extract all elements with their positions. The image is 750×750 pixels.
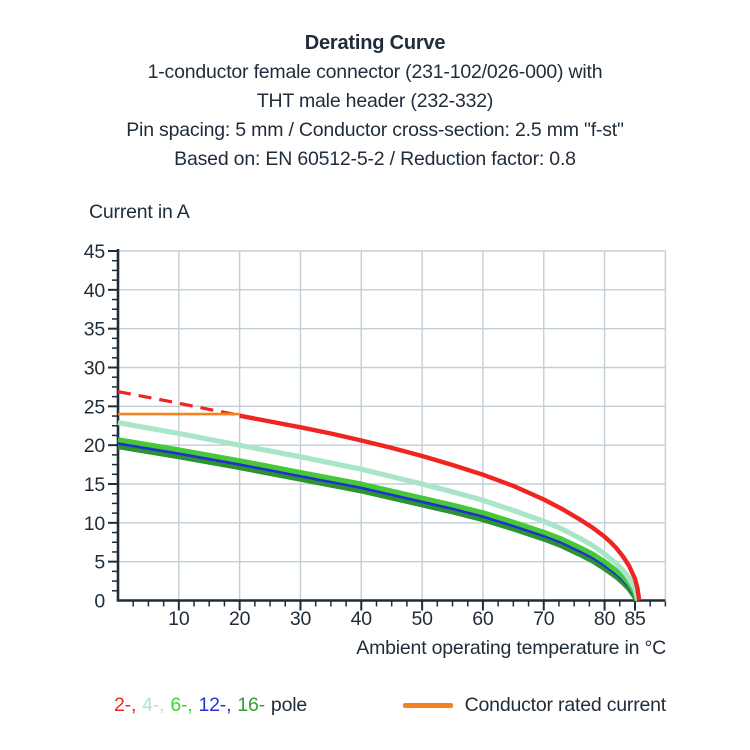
x-tick-label: 85: [624, 608, 646, 630]
y-tick-label: 0: [94, 591, 105, 613]
x-tick-label: 80: [594, 608, 616, 630]
rated-current-line-swatch: [402, 703, 453, 708]
legend-pole-16: 16-: [237, 694, 265, 716]
chart-subtitle-line-1: 1-conductor female connector (231-102/02…: [147, 61, 603, 83]
x-tick-label: 10: [168, 608, 190, 630]
legend-pole-group: 2-, 4-, 6-, 12-, 16- pole: [114, 694, 307, 717]
y-tick-label: 45: [84, 241, 106, 263]
y-tick-label: 40: [84, 280, 106, 302]
series-6-pole: [117, 437, 640, 602]
x-tick-label: 50: [411, 608, 433, 630]
series-12-pole: [117, 441, 639, 602]
x-tick-label: 60: [472, 608, 494, 630]
y-tick-label: 15: [84, 474, 106, 496]
chart-subtitle-line-4: Based on: EN 60512-5-2 / Reduction facto…: [174, 148, 576, 170]
y-tick-label: 30: [84, 358, 106, 380]
chart-title: Derating Curve: [304, 32, 446, 54]
chart-subtitle-line-3: Pin spacing: 5 mm / Conductor cross-sect…: [126, 119, 624, 141]
y-tick-label: 10: [84, 513, 106, 535]
tick-labels: 10 20 30 40 50 60 70 80 85 0 5 10 15 20 25 30 35 40 45: [84, 241, 646, 630]
series-lines: [117, 390, 642, 602]
chart-subtitle-line-2: THT male header (232-332): [256, 90, 494, 112]
legend-pole-6: 6-,: [170, 694, 193, 716]
rated-current-label: Conductor rated current: [464, 694, 667, 716]
legend-pole-2: 2-,: [114, 694, 137, 716]
y-tick-label: 5: [94, 552, 105, 574]
axis-ticks: [108, 250, 667, 611]
y-tick-label: 20: [84, 435, 106, 457]
grid-lines: [118, 250, 667, 601]
x-tick-label: 30: [290, 608, 312, 630]
series-16-pole: [117, 444, 639, 602]
x-tick-label: 70: [533, 608, 555, 630]
y-tick-label: 35: [84, 319, 106, 341]
x-tick-label: 40: [351, 608, 373, 630]
legend-pole-4: 4-,: [142, 694, 165, 716]
legend-rated-current: Conductor rated current: [402, 694, 667, 717]
legend-pole-suffix: pole: [270, 694, 307, 716]
y-axis-title: Current in A: [89, 201, 190, 223]
chart-legend: 2-, 4-, 6-, 12-, 16- pole Conductor rated cur…: [114, 694, 666, 717]
series-4-pole: [117, 420, 641, 602]
y-tick-label: 25: [84, 396, 106, 418]
x-axis-title: Ambient operating temperature in °C: [356, 637, 666, 659]
chart-header: Derating Curve 1-conductor female connec…: [0, 29, 750, 174]
x-tick-label: 20: [229, 608, 251, 630]
legend-pole-12: 12-,: [198, 694, 232, 716]
series-2-pole: [239, 413, 642, 601]
